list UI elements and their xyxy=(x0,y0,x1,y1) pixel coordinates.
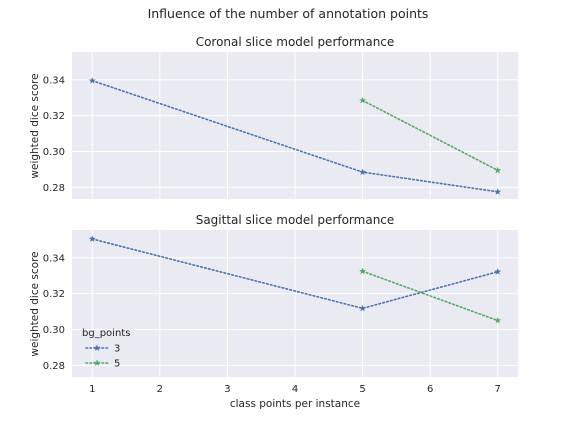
coronal-series-3-point xyxy=(88,77,96,84)
sagittal-y-tick-label: 0.34 xyxy=(43,253,65,264)
coronal-y-tick-label: 0.32 xyxy=(43,111,65,122)
coronal-title: Coronal slice model performance xyxy=(196,35,395,49)
coronal-y-axis-label: weighted dice score xyxy=(29,73,41,178)
coronal-series-5-point xyxy=(494,166,502,174)
coronal-y-tick-label: 0.30 xyxy=(43,147,65,158)
sagittal-title: Sagittal slice model performance xyxy=(196,213,395,227)
coronal-series xyxy=(88,77,502,195)
sagittal-x-ticks: 1 2 3 4 5 6 7 xyxy=(89,384,501,395)
sagittal-series-5-point xyxy=(494,316,502,324)
legend-entries: 35 xyxy=(85,344,120,370)
sagittal-y-axis-label: weighted dice score xyxy=(29,251,41,356)
sagittal-x-tick-label: 4 xyxy=(292,384,298,395)
sagittal-x-tick-label: 7 xyxy=(495,384,501,395)
sagittal-y-tick-label: 0.32 xyxy=(43,289,65,300)
sagittal-series-5-line xyxy=(361,270,499,322)
legend-label-5: 5 xyxy=(114,359,120,370)
sagittal-series-3-point xyxy=(494,268,502,275)
coronal-series-5-point xyxy=(359,96,366,104)
x-axis-label: class points per instance xyxy=(230,398,360,410)
sagittal-x-tick-label: 2 xyxy=(157,384,163,395)
coronal-y-tick-label: 0.28 xyxy=(43,183,65,194)
legend-marker-5 xyxy=(93,359,101,366)
sagittal-y-tick-label: 0.28 xyxy=(43,361,65,372)
coronal-series-5-line xyxy=(361,99,499,172)
sagittal-y-tick-label: 0.30 xyxy=(43,325,65,336)
coronal-panel: Coronal slice model performance 0.28 0.30… xyxy=(29,35,518,199)
sagittal-x-tick-label: 5 xyxy=(359,384,365,395)
sagittal-x-tick-label: 1 xyxy=(89,384,95,395)
legend-label-3: 3 xyxy=(114,344,120,355)
legend-marker-3 xyxy=(93,344,101,351)
sagittal-series-3-point xyxy=(88,235,96,242)
sagittal-series-3-point xyxy=(359,304,366,312)
coronal-y-ticks: 0.28 0.30 0.32 0.34 xyxy=(43,75,65,194)
sagittal-series-3-line xyxy=(91,238,499,310)
coronal-grid xyxy=(72,52,518,199)
figure-suptitle: Influence of the number of annotation po… xyxy=(148,6,429,21)
sagittal-panel: Sagittal slice model performance 0.28 0.3… xyxy=(29,213,518,395)
coronal-y-tick-label: 0.34 xyxy=(43,75,65,86)
sagittal-y-ticks: 0.28 0.30 0.32 0.34 xyxy=(43,253,65,372)
sagittal-x-tick-label: 6 xyxy=(427,384,433,395)
sagittal-x-tick-label: 3 xyxy=(224,384,230,395)
coronal-series-3-point xyxy=(494,188,502,195)
sagittal-grid xyxy=(72,230,518,377)
legend: bg_points 35 xyxy=(82,328,130,370)
sagittal-series xyxy=(88,235,502,324)
legend-title: bg_points xyxy=(82,328,130,339)
coronal-series-3-point xyxy=(359,168,366,176)
sagittal-series-5-point xyxy=(359,267,366,275)
